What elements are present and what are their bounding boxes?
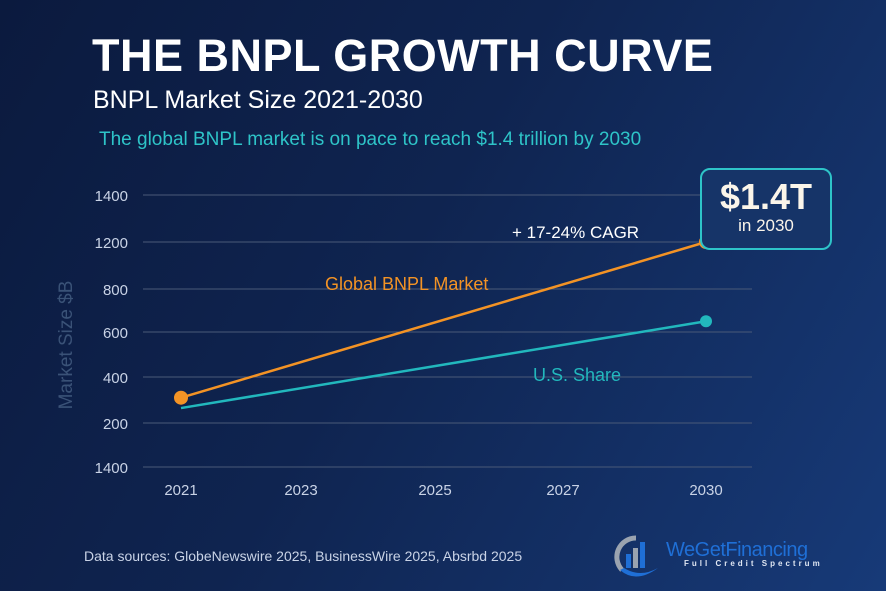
x-tick-label: 2025 bbox=[418, 482, 451, 499]
data-sources: Data sources: GlobeNewswire 2025, Busine… bbox=[84, 548, 523, 564]
chart-subtitle: BNPL Market Size 2021-2030 bbox=[93, 86, 423, 114]
tagline: The global BNPL market is on pace to rea… bbox=[99, 129, 642, 150]
page-title: THE BNPL GROWTH CURVE bbox=[92, 30, 714, 81]
series-label-us: U.S. Share bbox=[533, 365, 621, 385]
y-tick-label: 1400 bbox=[95, 188, 128, 205]
y-axis-label: Market Size $B bbox=[56, 281, 77, 410]
cagr-annotation: + 17-24% CAGR bbox=[512, 223, 639, 242]
y-tick-label: 1400 bbox=[95, 460, 128, 477]
series-label-global: Global BNPL Market bbox=[325, 274, 488, 294]
x-tick-label: 2030 bbox=[689, 482, 722, 499]
logo-chart-icon bbox=[614, 535, 658, 577]
callout-label: in 2030 bbox=[738, 216, 794, 235]
x-tick-label: 2023 bbox=[284, 482, 317, 499]
y-tick-label: 400 bbox=[103, 370, 128, 387]
data-point bbox=[700, 315, 712, 328]
logo-name: WeGetFinancing bbox=[666, 539, 808, 561]
y-tick-label: 800 bbox=[103, 282, 128, 299]
data-point bbox=[174, 390, 188, 405]
series-line-global bbox=[180, 240, 707, 399]
callout-value: $1.4T bbox=[719, 176, 813, 217]
x-tick-label: 2027 bbox=[546, 482, 579, 499]
x-tick-label: 2021 bbox=[164, 482, 197, 499]
y-tick-label: 200 bbox=[103, 416, 128, 433]
y-tick-label: 1200 bbox=[95, 235, 128, 252]
y-tick-label: 600 bbox=[103, 325, 128, 342]
callout-box: $1.4T in 2030 bbox=[700, 168, 832, 250]
series-line-us bbox=[180, 320, 707, 410]
logo-tagline: Full Credit Spectrum bbox=[684, 559, 823, 568]
